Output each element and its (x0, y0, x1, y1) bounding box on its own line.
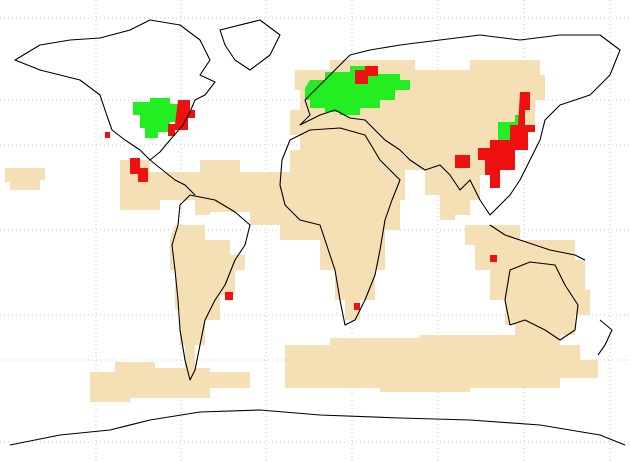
tan-regions (5, 60, 598, 402)
green-regions (133, 66, 522, 140)
coastlines (9, 19, 626, 446)
red-regions (105, 66, 535, 310)
